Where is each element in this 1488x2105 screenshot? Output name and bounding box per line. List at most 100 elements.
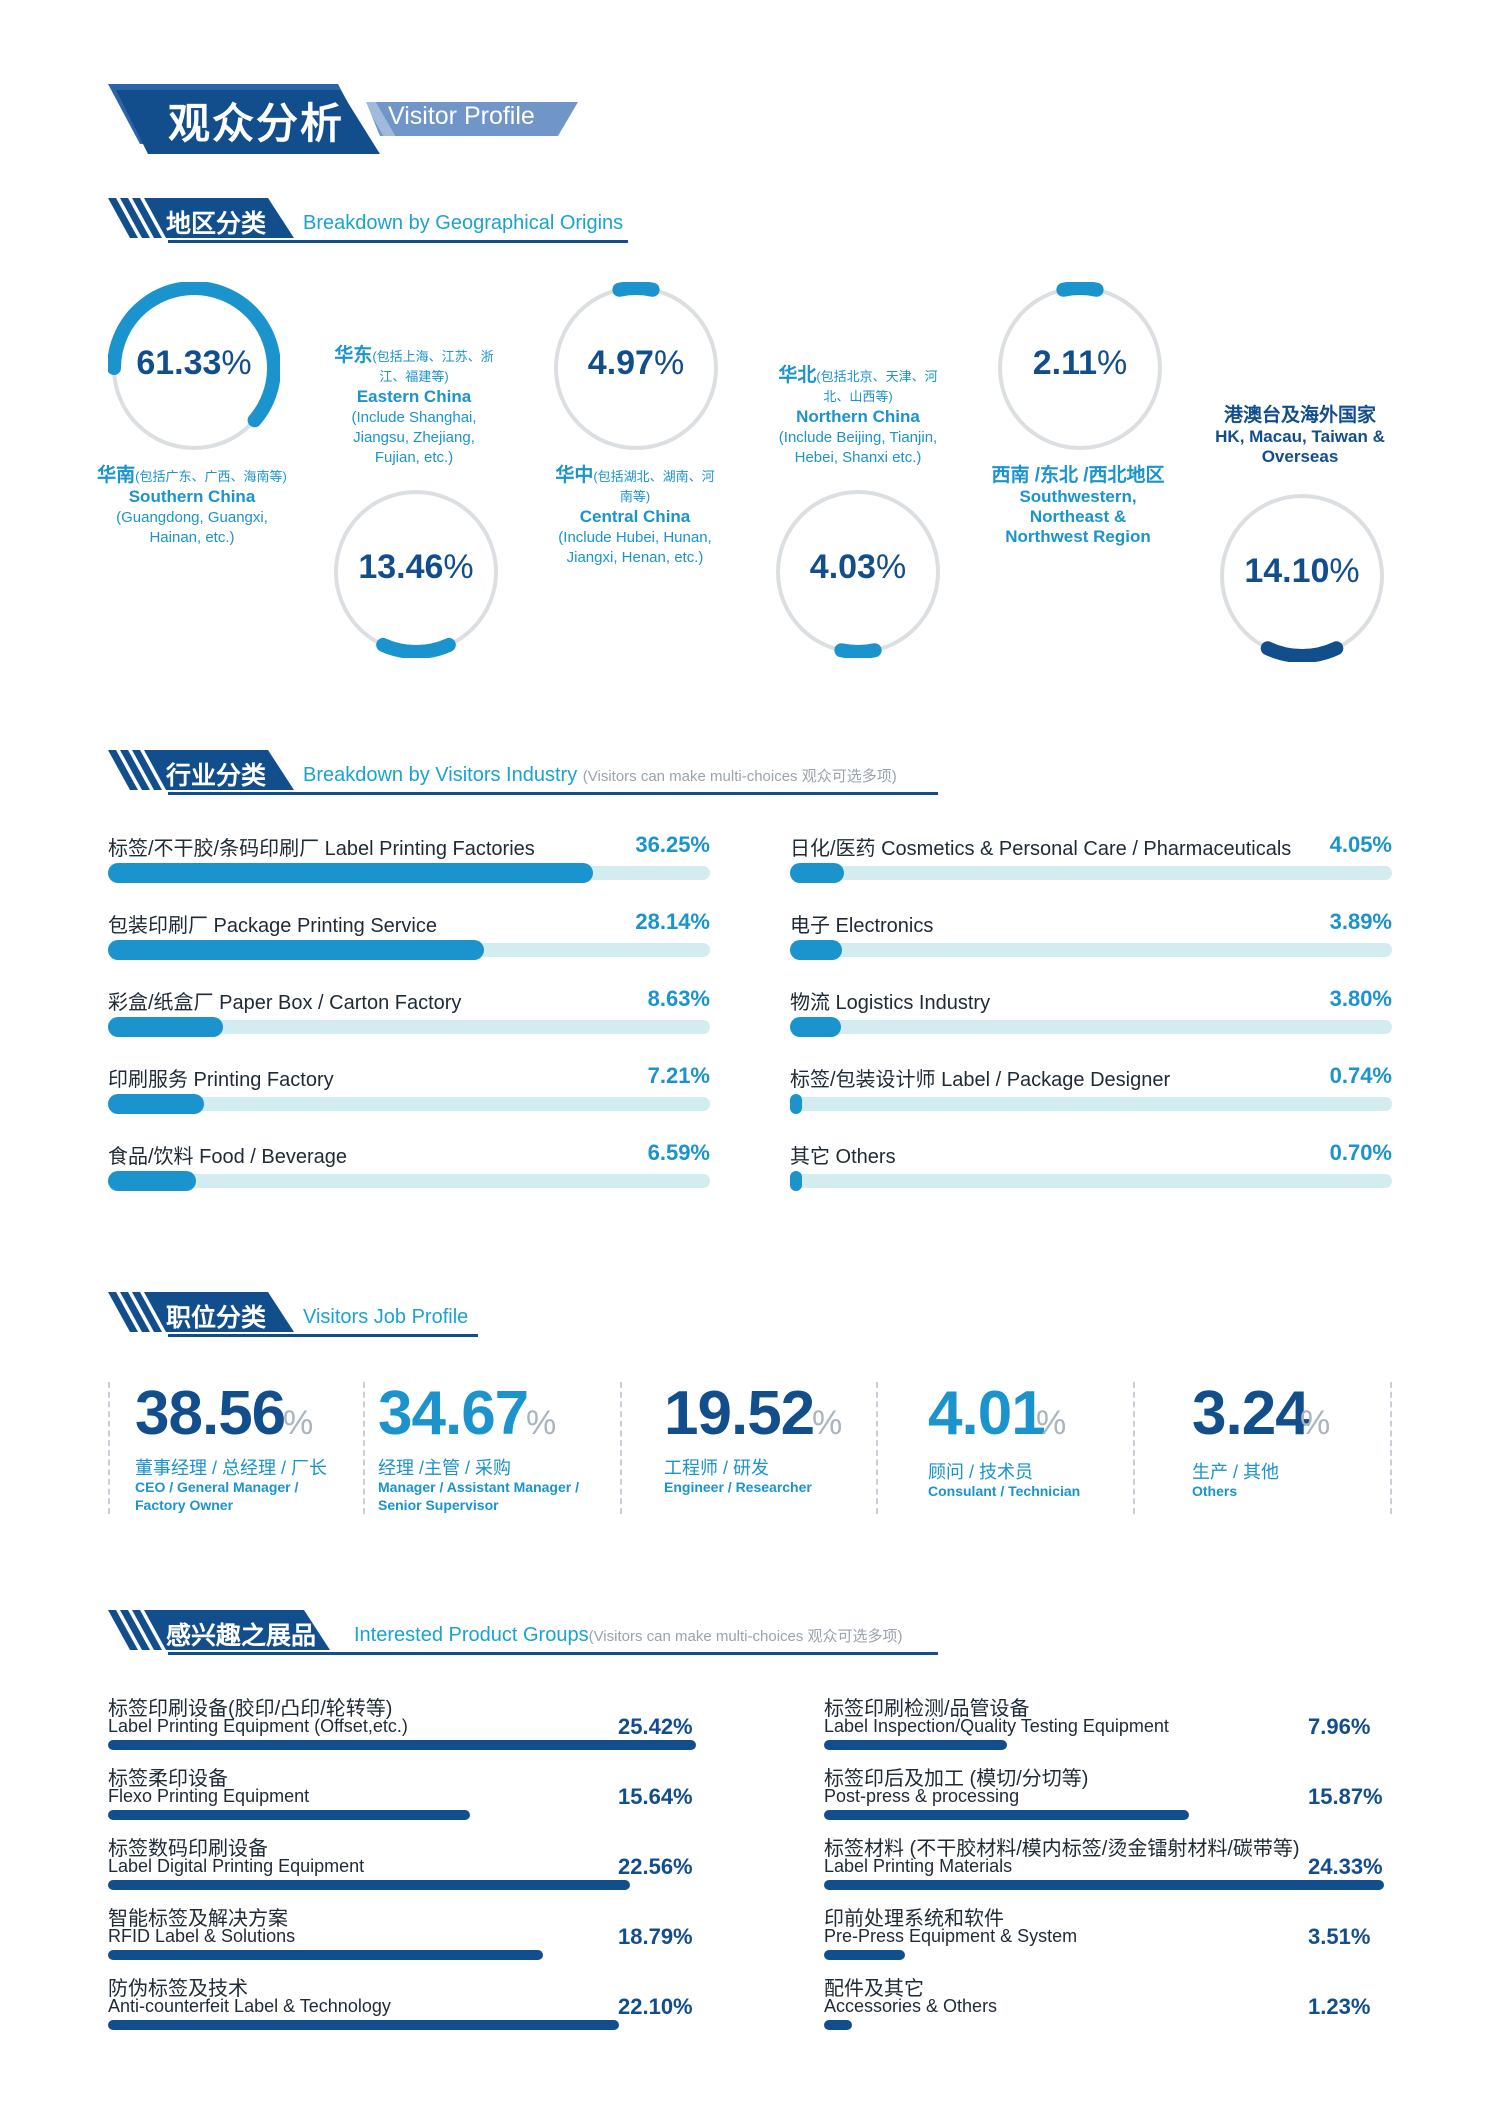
product-zh: 印前处理系统和软件 bbox=[824, 1908, 1004, 1930]
region-east-zh-note: (包括上海、江苏、浙江、福建等) bbox=[372, 349, 494, 384]
product-zh: 标签数码印刷设备 bbox=[108, 1838, 268, 1860]
product-en: Label Printing Materials bbox=[824, 1856, 1013, 1876]
industry-bar-7: 物流 Logistics Industry 3.80% bbox=[790, 986, 1392, 1056]
product-en: RFID Label & Solutions bbox=[108, 1926, 296, 1946]
industry-bar-1: 包装印刷厂 Package Printing Service 28.14% bbox=[108, 909, 710, 979]
section-geo-zh: 地区分类 bbox=[166, 210, 267, 238]
region-central-en: Central China bbox=[579, 507, 691, 526]
region-overseas-zh: 港澳台及海外国家 bbox=[1223, 405, 1376, 426]
job-item-4: 3.24% 生产 / 其他 Others bbox=[1192, 1378, 1442, 1518]
product-item-7: 标签材料 (不干胶材料/模内标签/烫金镭射材料/碳带等) Label Printi… bbox=[824, 1832, 1424, 1898]
region-north-zh-note: (包括北京、天津、河北、山西等) bbox=[816, 369, 938, 404]
industry-label: 日化/医药 Cosmetics & Personal Care / Pharma… bbox=[790, 838, 1292, 860]
industry-track bbox=[790, 1097, 1392, 1111]
industry-value: 0.74% bbox=[1329, 1063, 1392, 1088]
product-bar bbox=[824, 1880, 1384, 1890]
product-value: 7.96% bbox=[1308, 1714, 1371, 1739]
region-south-zh: 华南 bbox=[97, 465, 136, 486]
industry-fill bbox=[108, 940, 485, 960]
industry-bar-6: 电子 Electronics 3.89% bbox=[790, 909, 1392, 979]
section-product-note: (Visitors can make multi-choices 观众可选多项) bbox=[588, 1628, 903, 1645]
product-en: Accessories & Others bbox=[824, 1996, 998, 2016]
product-item-1: 标签柔印设备 Flexo Printing Equipment 15.64% bbox=[108, 1762, 708, 1828]
industry-value: 3.89% bbox=[1329, 909, 1392, 934]
region-value-3: 4.03% bbox=[809, 548, 907, 586]
section-industry-shape bbox=[108, 750, 938, 795]
product-bar bbox=[824, 1810, 1190, 1820]
industry-value: 4.05% bbox=[1329, 832, 1392, 857]
job-value: 19.52 bbox=[664, 1379, 815, 1448]
region-ring-5: 14.10% bbox=[1216, 490, 1388, 663]
region-ring-4: 2.11% bbox=[994, 281, 1166, 454]
region-arc-2 bbox=[612, 281, 660, 297]
region-arc-4 bbox=[1056, 281, 1104, 297]
job-item-1: 34.67% 经理 /主管 / 采购 Manager / Assistant Man… bbox=[378, 1378, 628, 1518]
job-zh: 生产 / 其他 bbox=[1192, 1462, 1280, 1482]
section-job-en: Visitors Job Profile bbox=[303, 1306, 469, 1328]
job-item-2: 19.52% 工程师 / 研发 Engineer / Researcher bbox=[664, 1378, 914, 1518]
job-zh: 董事经理 / 总经理 / 厂长 bbox=[135, 1458, 328, 1478]
product-item-9: 配件及其它 Accessories & Others 1.23% bbox=[824, 1972, 1424, 2038]
region-arc-5 bbox=[1260, 641, 1344, 663]
region-label-north: 华北(包括北京、天津、河北、山西等) Northern China (Inclu… bbox=[738, 366, 978, 468]
job-divider bbox=[876, 1382, 878, 1514]
region-east-en-note: (Include Shanghai, Jiangsu, Zhejiang, Fu… bbox=[351, 409, 477, 466]
product-zh: 智能标签及解决方案 bbox=[108, 1908, 288, 1930]
region-label-central: 华中(包括湖北、湖南、河南等) Central China (Include H… bbox=[515, 466, 755, 568]
job-value: 4.01 bbox=[928, 1379, 1046, 1448]
industry-value: 6.59% bbox=[647, 1140, 710, 1165]
region-north-zh: 华北 bbox=[778, 365, 817, 386]
page-subtitle: Visitor Profile bbox=[388, 102, 535, 130]
industry-value: 36.25% bbox=[635, 832, 710, 857]
industry-fill bbox=[108, 1017, 224, 1037]
product-value: 24.33% bbox=[1308, 1854, 1383, 1879]
region-label-east: 华东(包括上海、江苏、浙江、福建等) Eastern China (Includ… bbox=[294, 346, 534, 468]
region-south-zh-note: (包括广东、广西、海南等) bbox=[135, 469, 287, 484]
industry-bar-0: 标签/不干胶/条码印刷厂 Label Printing Factories 36.… bbox=[108, 832, 710, 902]
job-en: CEO / General Manager / Factory Owner bbox=[135, 1479, 299, 1513]
banner-shape bbox=[108, 84, 578, 154]
job-en: Engineer / Researcher bbox=[664, 1479, 812, 1495]
product-en: Anti-counterfeit Label & Technology bbox=[108, 1996, 391, 2016]
section-industry-note: (Visitors can make multi-choices 观众可选多项) bbox=[582, 768, 897, 785]
job-en: Consulant / Technician bbox=[928, 1483, 1081, 1499]
product-bar bbox=[108, 1880, 630, 1890]
product-zh: 配件及其它 bbox=[824, 1978, 924, 2000]
product-zh: 标签印后及加工 (模切/分切等) bbox=[824, 1768, 1089, 1790]
industry-bar-3: 印刷服务 Printing Factory 7.21% bbox=[108, 1063, 710, 1133]
industry-track bbox=[108, 1097, 710, 1111]
industry-label: 包装印刷厂 Package Printing Service bbox=[108, 915, 438, 937]
industry-label: 彩盒/纸盒厂 Paper Box / Carton Factory bbox=[108, 992, 462, 1014]
product-en: Post-press & processing bbox=[824, 1786, 1020, 1806]
region-value-0: 61.33% bbox=[136, 344, 252, 382]
product-bar bbox=[108, 1810, 470, 1820]
product-en: Label Inspection/Quality Testing Equipme… bbox=[824, 1716, 1169, 1736]
section-job-header: 职位分类 Visitors Job Profile bbox=[108, 1292, 478, 1342]
region-ring-2: 4.97% bbox=[550, 281, 722, 454]
section-job-shape bbox=[108, 1292, 478, 1337]
job-unit: % bbox=[526, 1404, 557, 1442]
product-zh: 标签印刷设备(胶印/凸印/轮转等) bbox=[108, 1698, 393, 1720]
job-en: Others bbox=[1192, 1483, 1238, 1499]
section-product-en: Interested Product Groups bbox=[354, 1624, 589, 1646]
industry-bar-4: 食品/饮料 Food / Beverage 6.59% bbox=[108, 1140, 710, 1210]
industry-track bbox=[790, 943, 1392, 957]
product-item-4: 防伪标签及技术 Anti-counterfeit Label & Technolo… bbox=[108, 1972, 708, 2038]
product-bar bbox=[824, 2020, 853, 2030]
region-value-5: 14.10% bbox=[1244, 552, 1360, 590]
region-central-zh-note: (包括湖北、湖南、河南等) bbox=[593, 469, 715, 504]
region-west-en: Southwestern, Northeast & Northwest Regi… bbox=[1005, 487, 1151, 546]
section-industry-header: 行业分类 Breakdown by Visitors Industry (Vis… bbox=[108, 750, 938, 800]
section-product-shape bbox=[108, 1610, 938, 1655]
region-east-zh: 华东 bbox=[334, 345, 373, 366]
industry-fill bbox=[790, 1094, 802, 1114]
region-north-en: Northern China bbox=[796, 407, 920, 426]
region-arc-0 bbox=[107, 281, 281, 428]
section-product-zh: 感兴趣之展品 bbox=[166, 1622, 317, 1650]
job-zh: 顾问 / 技术员 bbox=[928, 1462, 1034, 1482]
product-en: Label Digital Printing Equipment bbox=[108, 1856, 365, 1876]
job-unit: % bbox=[283, 1404, 314, 1442]
job-zh: 经理 /主管 / 采购 bbox=[378, 1458, 512, 1478]
region-value-1: 13.46% bbox=[358, 548, 474, 586]
industry-value: 8.63% bbox=[647, 986, 710, 1011]
